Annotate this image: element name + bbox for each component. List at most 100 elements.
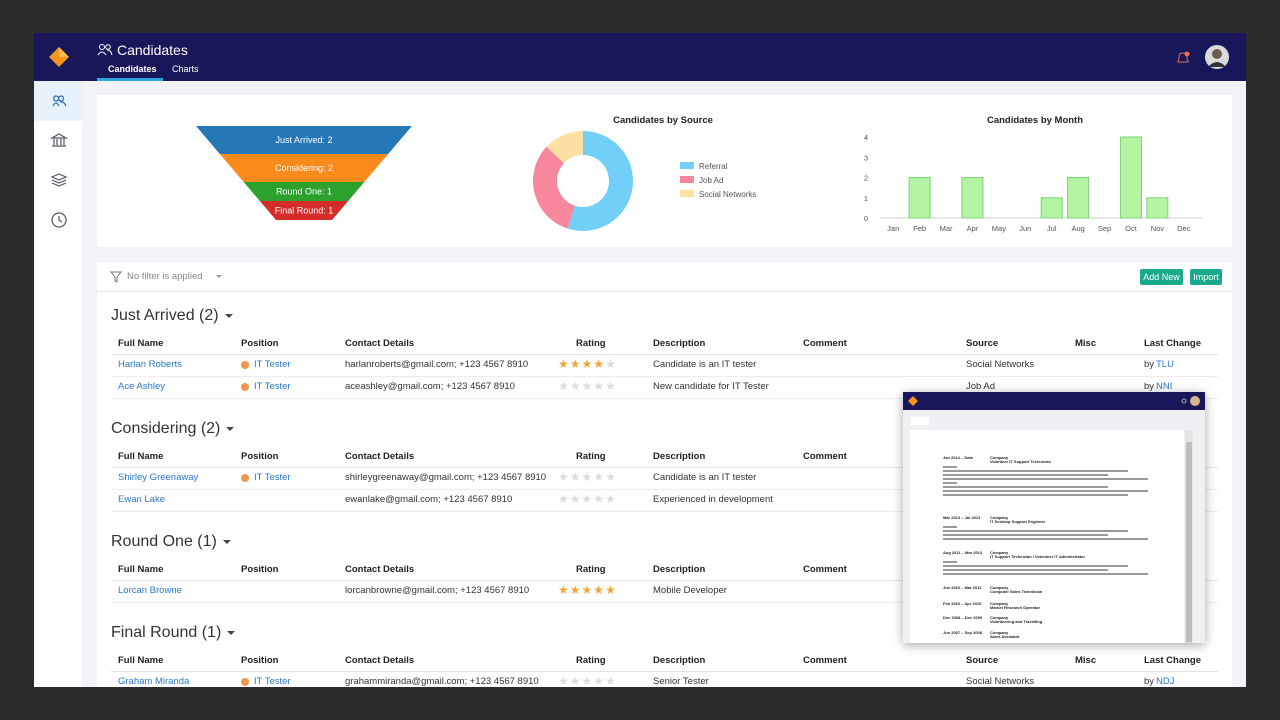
y-tick-label: 2 xyxy=(864,174,868,183)
position[interactable]: IT Tester xyxy=(254,359,291,370)
star[interactable]: ★ xyxy=(569,583,582,597)
import-button[interactable]: Import xyxy=(1190,269,1222,285)
star[interactable]: ★ xyxy=(593,674,606,687)
star[interactable]: ★ xyxy=(569,674,582,687)
sidebar-icon[interactable] xyxy=(50,173,68,187)
position[interactable]: IT Tester xyxy=(254,472,291,483)
star[interactable]: ★ xyxy=(593,357,606,371)
sidebar-icon[interactable] xyxy=(51,212,67,228)
column-header: Position xyxy=(241,564,279,575)
avatar[interactable] xyxy=(1205,45,1229,69)
last-change-user[interactable]: TLU xyxy=(1156,359,1174,370)
group-title[interactable]: Considering (2) xyxy=(111,419,235,439)
sidebar-icon[interactable] xyxy=(49,133,69,147)
sidebar-icon[interactable] xyxy=(52,95,67,107)
star[interactable]: ★ xyxy=(558,379,570,393)
group-title[interactable]: Round One (1) xyxy=(111,532,231,552)
star[interactable]: ★ xyxy=(569,492,582,506)
icon-shape xyxy=(51,212,67,228)
star[interactable]: ★ xyxy=(558,674,570,687)
app-title: Candidates xyxy=(117,42,188,58)
star[interactable]: ★ xyxy=(581,470,594,484)
group-title-text[interactable]: Considering (2) xyxy=(111,420,221,437)
filter-text[interactable]: No filter is applied xyxy=(127,271,203,282)
funnel-segment xyxy=(219,154,389,182)
preview-window[interactable]: Jan 2014 – Date Company Volunteer IT Suppo… xyxy=(903,392,1205,643)
filter-icon[interactable] xyxy=(110,271,122,283)
caret xyxy=(226,427,235,431)
resume-text-line xyxy=(943,526,957,528)
bar xyxy=(908,177,931,219)
star[interactable]: ★ xyxy=(581,583,594,597)
position[interactable]: IT Tester xyxy=(254,676,291,687)
position[interactable]: IT Tester xyxy=(254,381,291,392)
contact: aceashley@gmail.com; +123 4567 8910 xyxy=(345,381,515,392)
charts: Just Arrived: 2 Considering: 2 Round One: … xyxy=(49,95,1202,233)
star[interactable]: ★ xyxy=(581,492,594,506)
group-title-text[interactable]: Just Arrived (2) xyxy=(111,307,219,324)
star[interactable]: ★ xyxy=(605,357,617,371)
star[interactable]: ★ xyxy=(605,674,617,687)
resume-company: Company xyxy=(990,550,1009,555)
star[interactable]: ★ xyxy=(605,492,617,506)
star[interactable]: ★ xyxy=(581,357,594,371)
resume-text-line xyxy=(943,573,1148,575)
group-title[interactable]: Final Round (1) xyxy=(111,623,236,643)
contact: harlanroberts@gmail.com; +123 4567 8910 xyxy=(345,359,529,370)
resume-text-line xyxy=(943,530,1128,532)
tab[interactable]: Charts xyxy=(172,64,199,74)
icon-shape xyxy=(49,133,69,147)
column-header: Full Name xyxy=(118,338,164,349)
app-screen: Candidates Candidates Charts No filter i… xyxy=(34,33,1246,687)
star[interactable]: ★ xyxy=(593,470,606,484)
group-title[interactable]: Just Arrived (2) xyxy=(111,306,233,326)
star[interactable]: ★ xyxy=(558,357,570,371)
candidate-name[interactable]: Lorcan Browne xyxy=(118,585,182,596)
last-change-user[interactable]: NDJ xyxy=(1156,676,1175,687)
candidate-name[interactable]: Graham Miranda xyxy=(118,676,190,687)
group-title-text[interactable]: Final Round (1) xyxy=(111,624,222,641)
contact: shirleygreenaway@gmail.com; +123 4567 89… xyxy=(345,472,547,483)
people-icon xyxy=(97,44,113,56)
x-tick-label: Oct xyxy=(1125,224,1138,233)
star[interactable]: ★ xyxy=(605,379,617,393)
star[interactable]: ★ xyxy=(569,379,582,393)
star[interactable]: ★ xyxy=(581,379,594,393)
caret xyxy=(216,275,222,278)
resume-text-line xyxy=(943,534,1108,536)
column-header: Comment xyxy=(803,564,847,575)
source: Social Networks xyxy=(966,359,1035,370)
star[interactable]: ★ xyxy=(569,470,582,484)
star[interactable]: ★ xyxy=(581,674,594,687)
logo[interactable] xyxy=(48,46,70,68)
last-change-user[interactable]: NNI xyxy=(1156,381,1173,392)
group-title-text[interactable]: Round One (1) xyxy=(111,533,217,550)
star[interactable]: ★ xyxy=(593,492,606,506)
candidate-name[interactable]: Shirley Greenaway xyxy=(118,472,199,483)
star[interactable]: ★ xyxy=(558,492,570,506)
funnel-label: Considering: 2 xyxy=(275,163,333,173)
resume-role: Volunteering and Travelling xyxy=(990,619,1043,624)
x-tick-label: Mar xyxy=(940,224,953,233)
candidate-name[interactable]: Ace Ashley xyxy=(118,381,165,392)
resume-text-line xyxy=(943,478,1148,480)
column-header: Misc xyxy=(1075,655,1097,666)
star[interactable]: ★ xyxy=(558,470,570,484)
star[interactable]: ★ xyxy=(593,379,606,393)
resume-text-line xyxy=(943,474,1108,476)
star[interactable]: ★ xyxy=(558,583,570,597)
star[interactable]: ★ xyxy=(593,583,606,597)
y-tick-label: 4 xyxy=(864,133,868,142)
sidebar-active xyxy=(34,81,82,121)
candidate-name[interactable]: Harlan Roberts xyxy=(118,359,182,370)
candidate-name[interactable]: Ewan Lake xyxy=(118,494,166,505)
add-button[interactable]: Add New xyxy=(1140,269,1183,285)
tab[interactable]: Candidates xyxy=(108,64,157,74)
star[interactable]: ★ xyxy=(605,470,617,484)
star[interactable]: ★ xyxy=(605,583,617,597)
resume-text-line xyxy=(943,565,1128,567)
notifications[interactable] xyxy=(1175,50,1191,66)
preview-tab xyxy=(911,417,929,425)
star[interactable]: ★ xyxy=(569,357,582,371)
column-header: Misc xyxy=(1075,338,1097,349)
